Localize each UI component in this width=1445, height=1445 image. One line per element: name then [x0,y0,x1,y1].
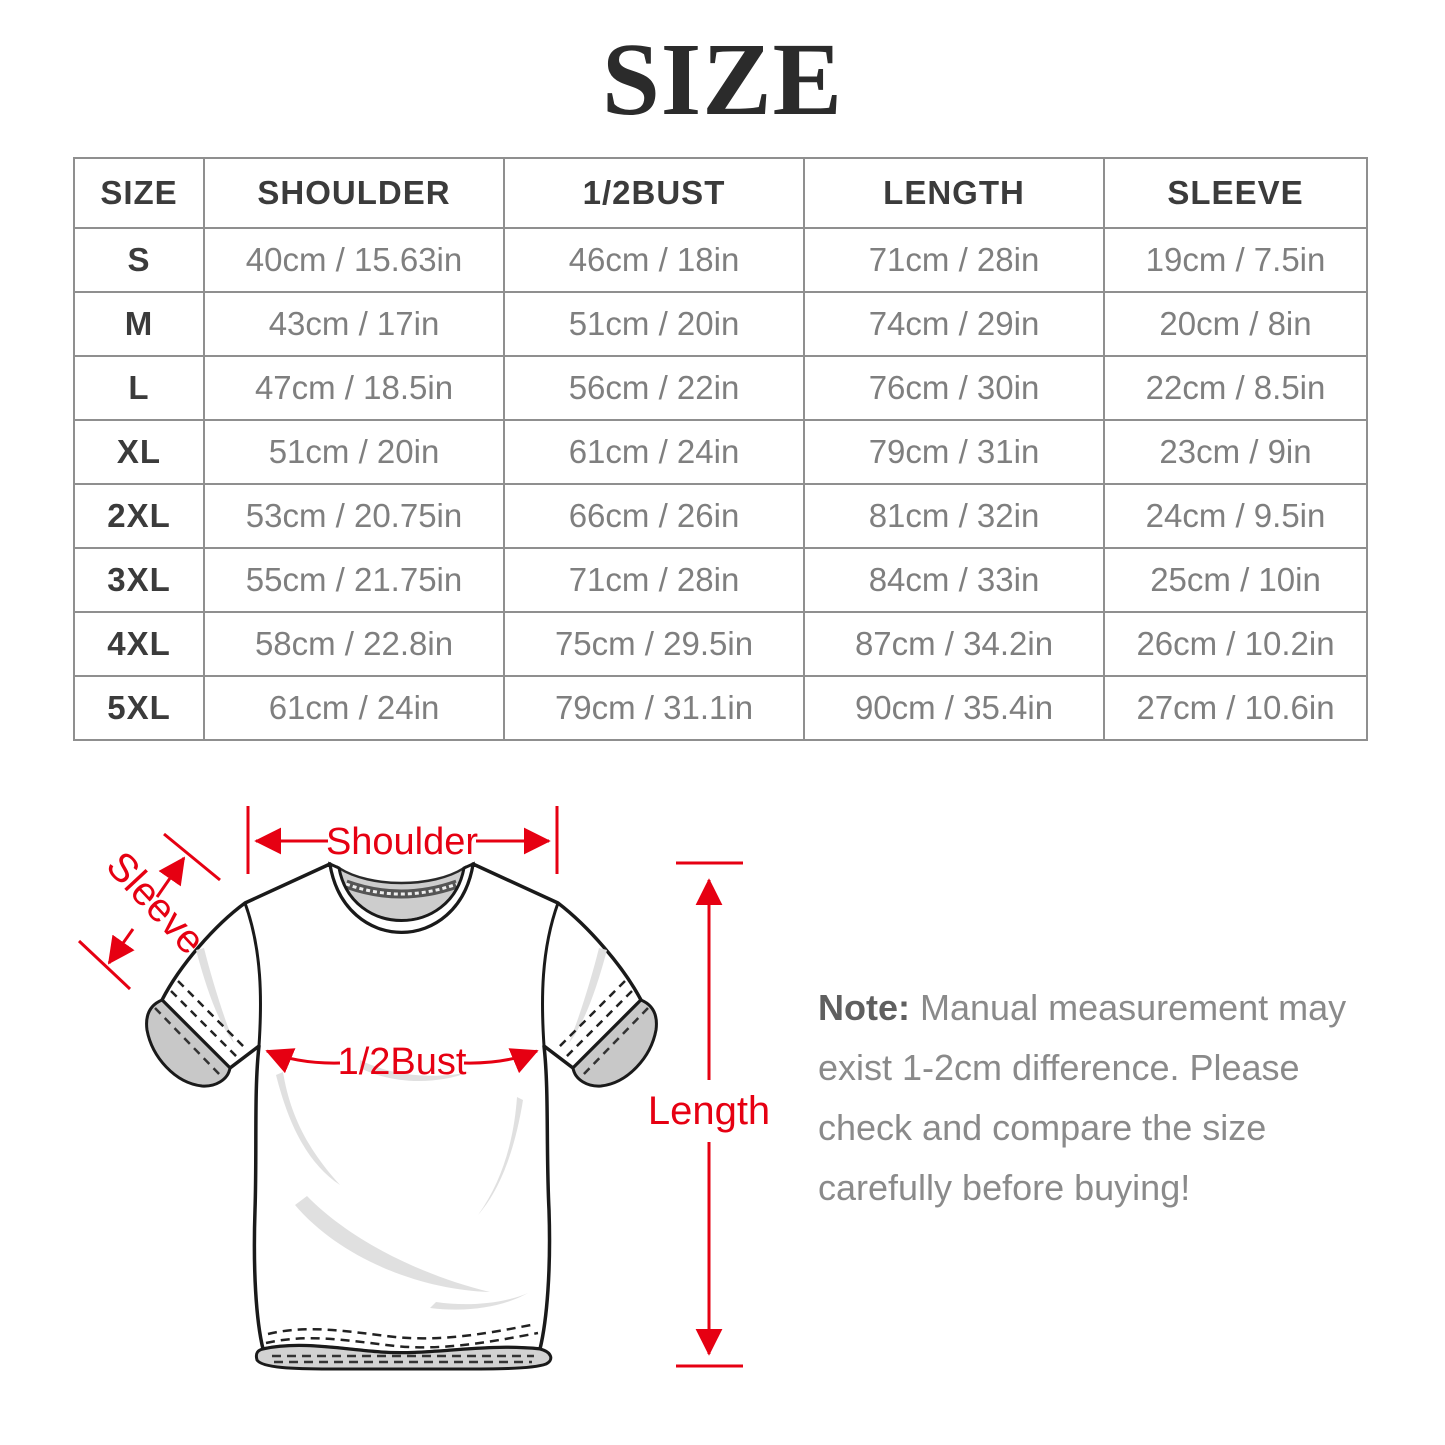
bust-right-arrow [463,1048,539,1074]
measurement-cell: 24cm / 9.5in [1103,483,1368,549]
column-header: LENGTH [803,157,1105,229]
measurement-cell: 55cm / 21.75in [203,547,505,613]
measurement-cell: 26cm / 10.2in [1103,611,1368,677]
measurement-cell: 74cm / 29in [803,291,1105,357]
measurement-cell: 56cm / 22in [503,355,805,421]
measurement-cell: 75cm / 29.5in [503,611,805,677]
size-cell: L [73,355,205,421]
size-cell: XL [73,419,205,485]
measurement-cell: 84cm / 33in [803,547,1105,613]
note-prefix: Note: [818,987,910,1028]
measurement-cell: 25cm / 10in [1103,547,1368,613]
tshirt-body [160,862,643,1355]
tshirt-illustration [145,861,658,1371]
shoulder-label: Shoulder [326,821,478,863]
measurement-cell: 27cm / 10.6in [1103,675,1368,741]
size-cell: 3XL [73,547,205,613]
left-cuff [145,980,247,1088]
sleeve-upper-arrow [155,856,186,898]
tshirt-measurement-diagram: Shoulder Sleeve 1/2Bust Length [77,806,770,1371]
measurement-cell: 58cm / 22.8in [203,611,505,677]
hem [254,1322,553,1371]
size-cell: S [73,227,205,293]
left-armhole-seam [243,902,263,1047]
note-line: Note: Manual measurement may [818,987,1347,1028]
measurement-cell: 22cm / 8.5in [1103,355,1368,421]
column-header: SLEEVE [1103,157,1368,229]
table-row: XL 51cm / 20in 61cm / 24in 79cm / 31in 23cm … [73,419,1368,485]
measurement-cell: 20cm / 8in [1103,291,1368,357]
size-cell: M [73,291,205,357]
collar-stitch-dashes [345,882,458,896]
measurement-cell: 43cm / 17in [203,291,505,357]
table-row: 4XL 58cm / 22.8in 75cm / 29.5in 87cm / 34.2… [73,611,1368,677]
measurement-cell: 51cm / 20in [203,419,505,485]
measurement-cell: 61cm / 24in [203,675,505,741]
size-table: SIZE SHOULDER 1/2BUST LENGTH SLEEVE S 40cm / … [73,157,1368,741]
table-row: L 47cm / 18.5in 56cm / 22in 76cm / 30in 22cm… [73,355,1368,421]
note-text: Note: Manual measurement may exist 1-2cm … [818,978,1347,1218]
sleeve-upper-tick [163,832,221,882]
measurement-cell: 40cm / 15.63in [203,227,505,293]
column-header: 1/2BUST [503,157,805,229]
measurement-cell: 90cm / 35.4in [803,675,1105,741]
table-row: 5XL 61cm / 24in 79cm / 31.1in 90cm / 35.4in… [73,675,1368,741]
shoulder-annotation: Shoulder [246,806,559,874]
measurement-cell: 61cm / 24in [503,419,805,485]
note-line: carefully before buying! [818,1167,1191,1208]
size-cell: 2XL [73,483,205,549]
note-line: check and compare the size [818,1107,1267,1148]
sleeve-lower-arrow [107,928,135,965]
measurement-cell: 76cm / 30in [803,355,1105,421]
measurement-cell: 71cm / 28in [503,547,805,613]
measurement-cell: 51cm / 20in [503,291,805,357]
column-header: SHOULDER [203,157,505,229]
bust-left-arrow [265,1048,341,1074]
measurement-cell: 47cm / 18.5in [203,355,505,421]
measurement-cell: 79cm / 31in [803,419,1105,485]
right-cuff [556,980,658,1088]
page-title: SIZE [601,22,844,137]
table-row: 2XL 53cm / 20.75in 66cm / 26in 81cm / 32in 2… [73,483,1368,549]
measurement-cell: 81cm / 32in [803,483,1105,549]
size-cell: 4XL [73,611,205,677]
right-armhole-seam [540,902,560,1047]
collar [328,861,475,934]
length-annotation: Length [648,861,770,1368]
wrinkle-shading [196,948,607,1310]
size-cell: 5XL [73,675,205,741]
measurement-cell: 23cm / 9in [1103,419,1368,485]
table-row: S 40cm / 15.63in 46cm / 18in 71cm / 28in 19c… [73,227,1368,293]
length-label: Length [648,1089,770,1133]
table-row: 3XL 55cm / 21.75in 71cm / 28in 84cm / 33in 2… [73,547,1368,613]
measurement-cell: 19cm / 7.5in [1103,227,1368,293]
measurement-cell: 71cm / 28in [803,227,1105,293]
measurement-cell: 46cm / 18in [503,227,805,293]
measurement-cell: 53cm / 20.75in [203,483,505,549]
measurement-cell: 87cm / 34.2in [803,611,1105,677]
note-line: exist 1-2cm difference. Please [818,1047,1300,1088]
half-bust-annotation: 1/2Bust [265,1041,539,1083]
table-header-row: SIZE SHOULDER 1/2BUST LENGTH SLEEVE [73,157,1368,229]
half-bust-label: 1/2Bust [338,1041,467,1083]
collar-band [328,861,475,934]
column-header: SIZE [73,157,205,229]
sleeve-lower-tick [77,939,132,991]
table-row: M 43cm / 17in 51cm / 20in 74cm / 29in 20cm /… [73,291,1368,357]
measurement-cell: 66cm / 26in [503,483,805,549]
measurement-cell: 79cm / 31.1in [503,675,805,741]
